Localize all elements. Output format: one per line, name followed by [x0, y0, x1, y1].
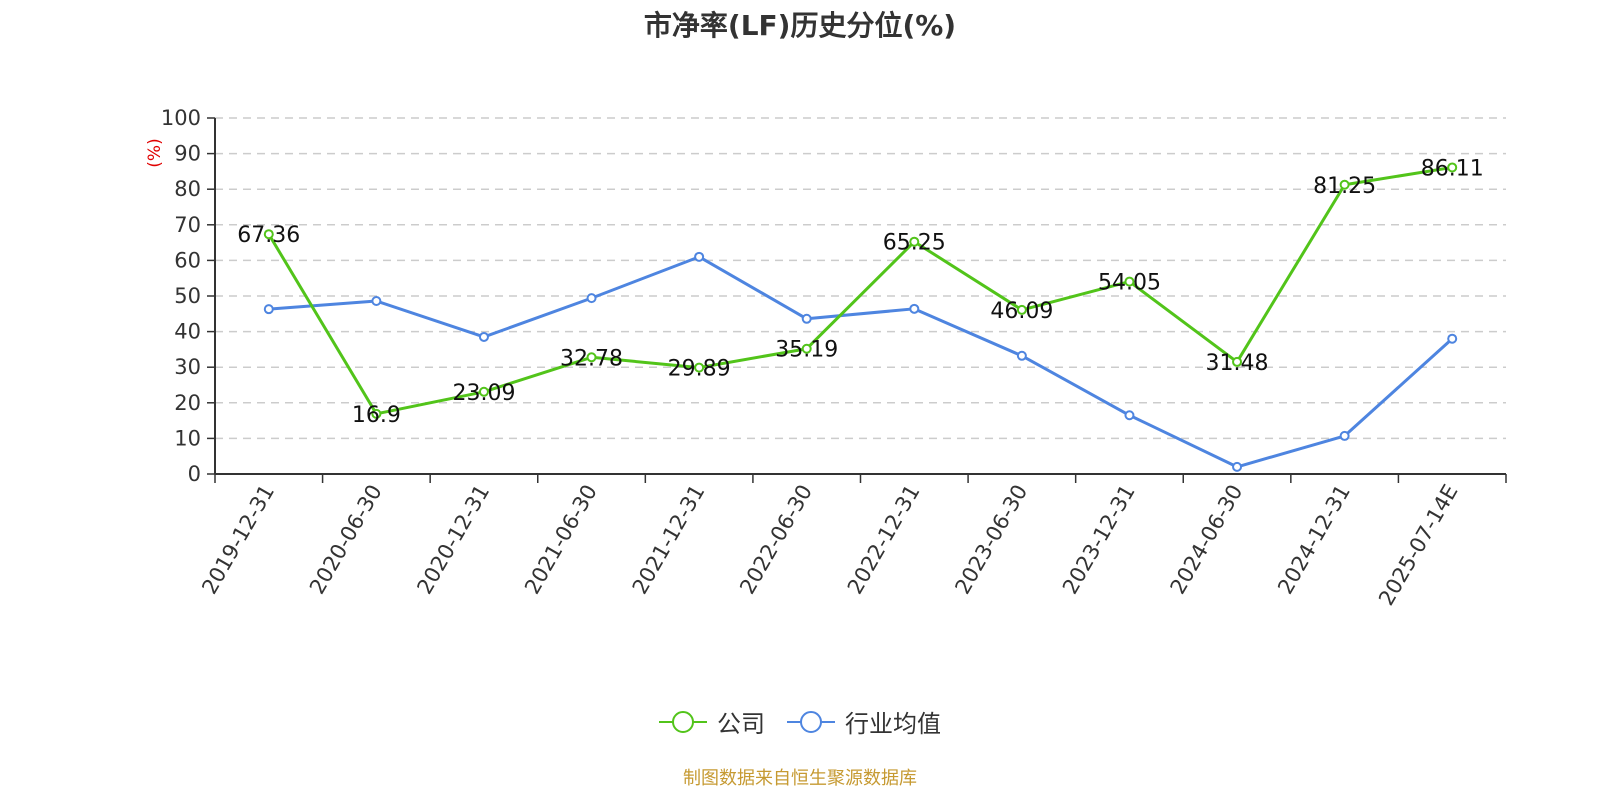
y-tick-label: 50 [174, 284, 201, 308]
data-point[interactable] [909, 236, 920, 247]
y-tick-label: 0 [188, 462, 201, 486]
data-point[interactable] [801, 313, 812, 324]
data-label: 35.19 [775, 338, 838, 363]
y-tick-label: 20 [174, 391, 201, 415]
legend-item-industry-avg[interactable]: 行业均值 [787, 704, 941, 739]
x-tick-label: 2021-12-31 [628, 481, 710, 599]
data-point[interactable] [694, 251, 705, 262]
data-label: 65.25 [883, 231, 946, 256]
data-point[interactable] [1016, 304, 1027, 315]
y-tick-label: 40 [174, 320, 201, 344]
data-label: 23.09 [452, 381, 515, 406]
data-label: 46.09 [990, 299, 1053, 324]
data-point[interactable] [478, 331, 489, 342]
y-tick-label: 90 [174, 142, 201, 166]
data-label: 16.9 [352, 403, 401, 428]
data-point[interactable] [1016, 350, 1027, 361]
data-point[interactable] [263, 229, 274, 240]
data-point[interactable] [1124, 276, 1135, 287]
x-tick-label: 2020-12-31 [412, 481, 494, 599]
data-point[interactable] [694, 362, 705, 373]
legend-line-circle-icon [787, 710, 835, 733]
data-point[interactable] [1447, 333, 1458, 344]
x-tick-label: 2023-12-31 [1058, 481, 1140, 599]
data-point[interactable] [371, 295, 382, 306]
data-point[interactable] [1339, 430, 1350, 441]
data-label: 67.36 [237, 223, 300, 248]
data-point[interactable] [801, 343, 812, 354]
legend-item-company[interactable]: 公司 [659, 704, 765, 739]
legend: 公司 行业均值 [0, 704, 1600, 739]
y-tick-label: 60 [174, 248, 201, 272]
legend-label: 公司 [717, 710, 765, 738]
data-point[interactable] [371, 408, 382, 419]
data-point[interactable] [909, 303, 920, 314]
y-tick-label: 70 [174, 213, 201, 237]
chart-title: 市净率(LF)历史分位(%) [643, 9, 957, 42]
x-tick-label: 2022-06-30 [735, 481, 817, 599]
gridlines [215, 117, 1506, 440]
data-label: 29.89 [668, 357, 731, 382]
source-note: 制图数据来自恒生聚源数据库 [683, 768, 917, 789]
data-label: 32.78 [560, 346, 623, 371]
x-tick-label: 2021-06-30 [520, 481, 602, 599]
series-line [268, 255, 1454, 469]
data-label: 86.11 [1421, 156, 1484, 181]
legend-label: 行业均值 [845, 710, 941, 738]
y-tick-label: 10 [174, 426, 201, 450]
x-tick-label: 2025-07-14E [1374, 481, 1462, 610]
data-label: 81.25 [1313, 174, 1376, 199]
x-tick-label: 2019-12-31 [197, 481, 279, 599]
data-label: 31.48 [1206, 351, 1269, 376]
data-point[interactable] [478, 386, 489, 397]
y-tick-label: 80 [174, 177, 201, 201]
data-label: 54.05 [1098, 271, 1161, 296]
data-point[interactable] [586, 352, 597, 363]
data-point[interactable] [1339, 179, 1350, 190]
x-tick-label: 2023-06-30 [950, 481, 1032, 599]
data-point[interactable] [1232, 356, 1243, 367]
y-tick-label: 30 [174, 355, 201, 379]
data-point[interactable] [1447, 162, 1458, 173]
series-line [267, 165, 1453, 416]
x-tick-label: 2024-06-30 [1166, 481, 1248, 599]
data-point[interactable] [263, 304, 274, 315]
x-tick-label: 2024-12-31 [1273, 481, 1355, 599]
y-tick-label: 100 [161, 106, 201, 130]
x-tick-label: 2020-06-30 [305, 481, 387, 599]
data-point[interactable] [1232, 461, 1243, 472]
x-tick-label: 2022-12-31 [843, 481, 925, 599]
data-point[interactable] [1124, 410, 1135, 421]
y-axis-unit: (%) [145, 138, 165, 167]
series-lines [263, 162, 1458, 472]
legend-line-circle-icon [659, 710, 707, 733]
data-labels: 67.36 16.9 23.09 32.78 29.89 35.19 65.25 46.09 5… [237, 156, 1483, 427]
data-point[interactable] [586, 293, 597, 304]
